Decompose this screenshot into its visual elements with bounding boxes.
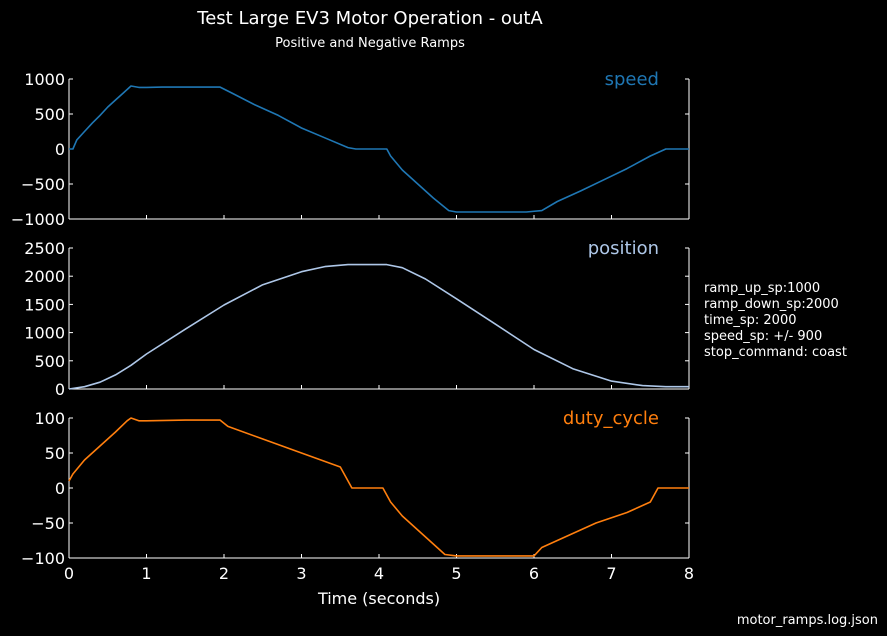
series-label-duty_cycle: duty_cycle (563, 408, 659, 429)
y-tick-label: 100 (34, 409, 65, 428)
settings-line: ramp_up_sp:1000 (704, 281, 820, 296)
y-tick-label: 2000 (24, 267, 65, 286)
y-tick-label: −100 (21, 549, 65, 568)
series-label-position: position (588, 238, 659, 259)
y-tick-label: 500 (34, 352, 65, 371)
x-tick-label: 3 (296, 564, 306, 583)
x-tick-label: 0 (64, 564, 74, 583)
x-tick-label: 1 (141, 564, 151, 583)
settings-line: speed_sp: +/- 900 (704, 329, 822, 344)
y-tick-label: −1000 (11, 210, 65, 229)
x-tick-label: 7 (606, 564, 616, 583)
footer-filename: motor_ramps.log.json (737, 613, 878, 628)
settings-line: time_sp: 2000 (704, 313, 797, 328)
x-tick-label: 2 (219, 564, 229, 583)
x-tick-label: 6 (529, 564, 539, 583)
y-tick-label: −500 (21, 175, 65, 194)
y-tick-label: 0 (55, 479, 65, 498)
settings-box: ramp_up_sp:1000ramp_down_sp:2000time_sp:… (704, 281, 847, 360)
y-tick-label: 500 (34, 105, 65, 124)
x-tick-label: 5 (451, 564, 461, 583)
y-tick-label: 1000 (24, 324, 65, 343)
x-tick-label: 4 (374, 564, 384, 583)
y-tick-label: 2500 (24, 239, 65, 258)
y-tick-label: 1500 (24, 295, 65, 314)
series-line-speed (69, 85, 689, 213)
chart-subtitle: Positive and Negative Ramps (275, 36, 465, 51)
settings-line: ramp_down_sp:2000 (704, 297, 839, 312)
settings-line: stop_command: coast (704, 345, 847, 360)
y-tick-label: 50 (45, 444, 65, 463)
chart-title: Test Large EV3 Motor Operation - outA (196, 8, 543, 29)
series-line-duty_cycle (68, 417, 689, 557)
x-axis-label: Time (seconds) (317, 589, 440, 608)
panel-duty_cycle: −100 −50 0 50 100 0 1 2 3 4 5 6 7 8 duty_cycle (21, 408, 694, 583)
y-tick-label: −50 (31, 514, 65, 533)
y-tick-label: 1000 (24, 70, 65, 89)
y-tick-label: 0 (55, 380, 65, 399)
panel-speed: −1000 −500 0 500 1000 speed (11, 69, 690, 229)
x-tick-label: 8 (684, 564, 694, 583)
panel-position: 0 500 1000 1500 2000 2500 position (24, 238, 690, 399)
series-label-speed: speed (605, 69, 659, 90)
y-tick-label: 0 (55, 140, 65, 159)
series-line-position (68, 263, 689, 390)
